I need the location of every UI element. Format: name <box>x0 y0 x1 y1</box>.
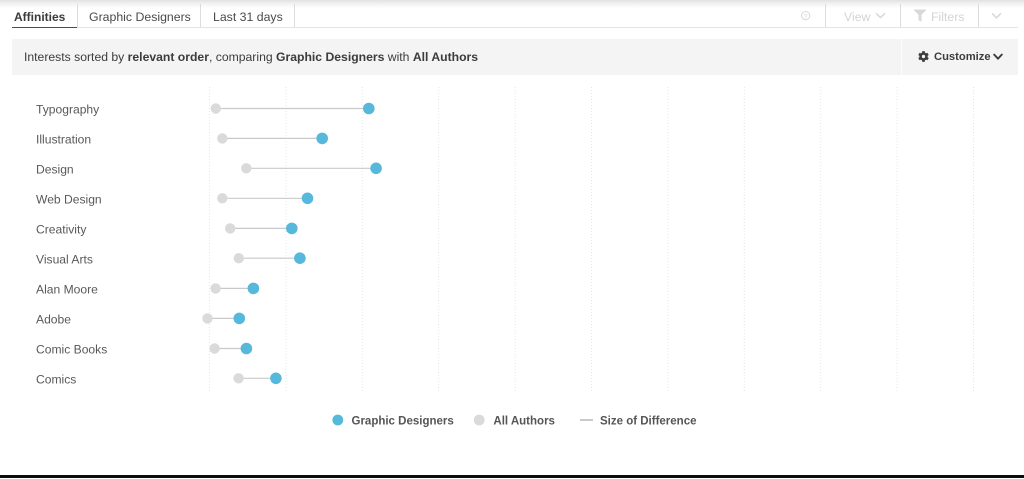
svg-text:Comic Books: Comic Books <box>36 343 107 357</box>
svg-text:Illustration: Illustration <box>36 133 91 147</box>
svg-text:All Authors: All Authors <box>493 416 555 428</box>
svg-text:Web Design: Web Design <box>36 193 102 207</box>
svg-text:Alan Moore: Alan Moore <box>36 283 98 297</box>
svg-text:Graphic Designers: Graphic Designers <box>352 416 454 428</box>
svg-text:Creativity: Creativity <box>36 223 87 237</box>
svg-text:Typography: Typography <box>36 103 100 117</box>
svg-text:Size of Difference: Size of Difference <box>600 416 697 428</box>
svg-text:Comics: Comics <box>36 373 76 387</box>
svg-text:Adobe: Adobe <box>36 313 71 327</box>
svg-text:Visual Arts: Visual Arts <box>36 253 93 267</box>
svg-text:Design: Design <box>36 163 74 177</box>
svg-text:?: ? <box>804 13 808 20</box>
